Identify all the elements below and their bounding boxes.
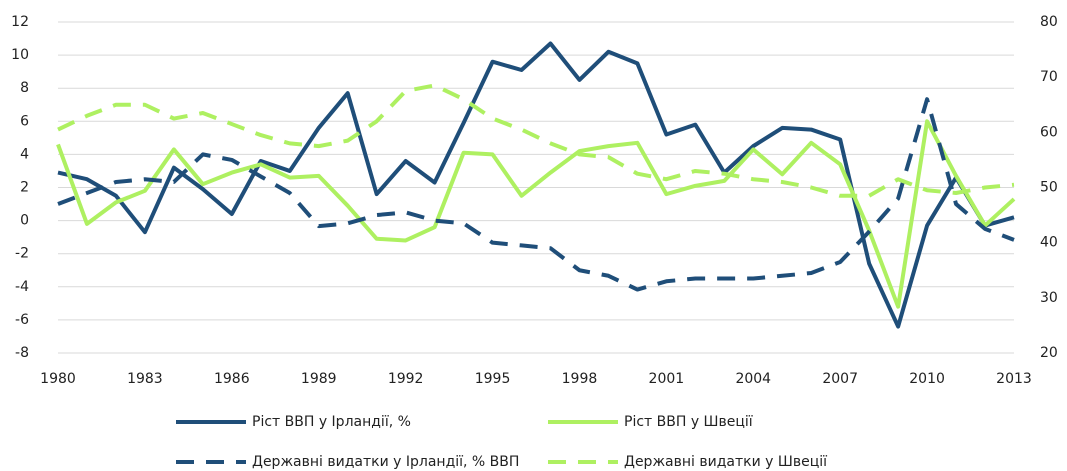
x-tick-label: 2007 bbox=[822, 371, 858, 387]
y2-tick-label: 70 bbox=[1040, 69, 1058, 85]
series-line bbox=[57, 97, 1015, 292]
y-tick-label: -6 bbox=[15, 312, 29, 328]
y2-tick-label: 50 bbox=[1040, 180, 1058, 196]
legend-label: Ріст ВВП у Ірландії, % bbox=[252, 414, 411, 430]
y-tick-label: 0 bbox=[20, 213, 29, 229]
series-line bbox=[57, 83, 1015, 198]
series-line bbox=[56, 119, 1016, 309]
x-tick-label: 1992 bbox=[388, 371, 424, 387]
y2-tick-label: 30 bbox=[1040, 290, 1058, 306]
y-tick-label: 12 bbox=[11, 14, 29, 30]
x-tick-label: 2013 bbox=[996, 371, 1032, 387]
legend-label: Державні видатки у Швеції bbox=[624, 454, 827, 470]
y2-tick-label: 40 bbox=[1040, 235, 1058, 251]
y-tick-label: 6 bbox=[20, 113, 29, 129]
legend-label: Ріст ВВП у Швеції bbox=[624, 414, 753, 430]
y-tick-label: 10 bbox=[11, 47, 29, 63]
x-tick-label: 2001 bbox=[649, 371, 685, 387]
x-tick-label: 1983 bbox=[127, 371, 163, 387]
x-tick-label: 1998 bbox=[562, 371, 598, 387]
y2-tick-label: 20 bbox=[1040, 345, 1058, 361]
y-tick-label: -2 bbox=[15, 246, 29, 262]
y-tick-label: -8 bbox=[15, 345, 29, 361]
y-tick-label: 8 bbox=[20, 80, 29, 96]
legend-label: Державні видатки у Ірландії, % ВВП bbox=[252, 454, 519, 470]
x-tick-label: 1980 bbox=[40, 371, 76, 387]
x-tick-label: 1986 bbox=[214, 371, 250, 387]
y2-tick-label: 80 bbox=[1040, 14, 1058, 30]
y2-tick-label: 60 bbox=[1040, 124, 1058, 140]
x-tick-label: 2010 bbox=[909, 371, 945, 387]
x-tick-label: 2004 bbox=[735, 371, 771, 387]
x-tick-label: 1995 bbox=[475, 371, 511, 387]
x-tick-label: 1989 bbox=[301, 371, 337, 387]
y-tick-label: -4 bbox=[15, 279, 29, 295]
y-tick-label: 4 bbox=[20, 146, 29, 162]
y-tick-label: 2 bbox=[20, 180, 29, 196]
